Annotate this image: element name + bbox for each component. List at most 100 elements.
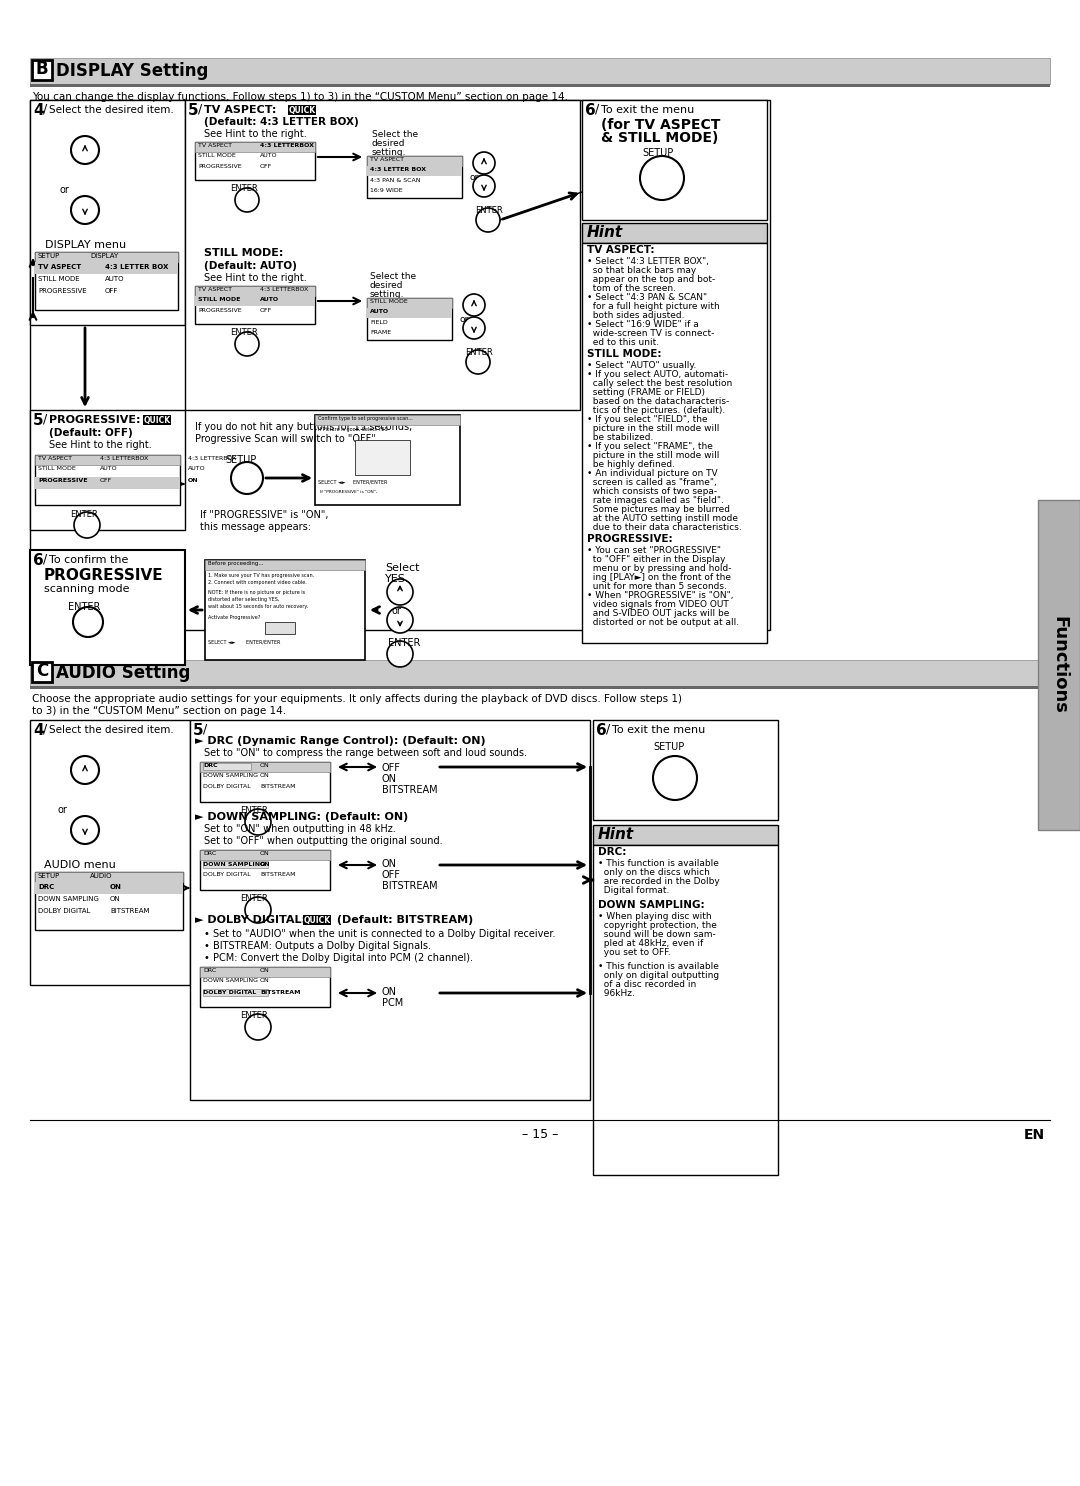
Text: /: / — [203, 724, 207, 736]
Text: DOLBY DIGITAL: DOLBY DIGITAL — [203, 990, 256, 996]
Bar — [367, 156, 462, 198]
Bar — [582, 223, 767, 244]
Text: QUICK: QUICK — [144, 416, 171, 425]
Text: • This function is available: • This function is available — [598, 961, 719, 970]
Text: AUTO: AUTO — [100, 467, 118, 471]
Circle shape — [71, 196, 99, 224]
Text: TV ASPECT:: TV ASPECT: — [588, 245, 654, 256]
Text: STILL MODE: STILL MODE — [198, 297, 241, 302]
Bar — [303, 915, 330, 924]
Bar — [35, 872, 183, 883]
Text: PROGRESSIVE: PROGRESSIVE — [38, 478, 87, 483]
Bar — [35, 262, 178, 273]
Text: wait about 15 seconds for auto recovery.: wait about 15 seconds for auto recovery. — [208, 603, 308, 609]
Text: SELECT ◄►       ENTER/ENTER: SELECT ◄► ENTER/ENTER — [208, 640, 281, 645]
Text: 4:3 LETTER BOX: 4:3 LETTER BOX — [105, 265, 168, 270]
Text: for a full height picture with: for a full height picture with — [588, 302, 719, 311]
Text: /: / — [595, 103, 599, 116]
Text: FRAME: FRAME — [370, 330, 391, 334]
Text: 6: 6 — [596, 724, 607, 739]
Circle shape — [463, 317, 485, 339]
Text: STILL MODE: STILL MODE — [198, 153, 235, 158]
Bar — [30, 100, 185, 325]
Text: (Default: BITSTREAM): (Default: BITSTREAM) — [333, 915, 473, 924]
Text: – 15 –: – 15 – — [522, 1128, 558, 1141]
Text: Functions: Functions — [1050, 617, 1068, 713]
Circle shape — [71, 816, 99, 844]
Text: BITSTREAM: BITSTREAM — [110, 908, 149, 914]
Bar — [315, 415, 460, 505]
Text: ed to this unit.: ed to this unit. — [588, 337, 659, 348]
Text: ENTER: ENTER — [68, 602, 100, 612]
Text: tics of the pictures. (default).: tics of the pictures. (default). — [588, 406, 726, 415]
Text: rate images called as "field".: rate images called as "field". — [588, 496, 724, 505]
Text: Digital format.: Digital format. — [598, 886, 670, 895]
Bar — [195, 143, 315, 152]
Text: STILL MODE: STILL MODE — [38, 467, 76, 471]
Text: of a disc recorded in: of a disc recorded in — [598, 979, 697, 990]
Bar — [582, 244, 767, 643]
Text: AUDIO: AUDIO — [90, 872, 112, 880]
Text: • Set to "AUDIO" when the unit is connected to a Dolby Digital receiver.: • Set to "AUDIO" when the unit is connec… — [204, 929, 555, 939]
Text: Before proceeding...: Before proceeding... — [208, 562, 264, 566]
Text: ON: ON — [260, 762, 270, 768]
Text: • BITSTREAM: Outputs a Dolby Digital Signals.: • BITSTREAM: Outputs a Dolby Digital Sig… — [204, 941, 431, 951]
Bar — [367, 156, 462, 166]
Text: & STILL MODE): & STILL MODE) — [600, 131, 718, 146]
Circle shape — [387, 580, 413, 605]
Bar — [32, 59, 52, 80]
Text: setting.: setting. — [370, 290, 405, 299]
Circle shape — [231, 462, 264, 493]
Bar — [593, 825, 778, 846]
Text: or: or — [60, 184, 70, 195]
Bar — [35, 253, 178, 311]
Bar — [30, 58, 1050, 85]
Bar — [315, 415, 460, 425]
Circle shape — [465, 351, 490, 374]
Text: only on digital outputting: only on digital outputting — [598, 970, 719, 979]
Text: OFF: OFF — [260, 308, 272, 314]
Text: SETUP: SETUP — [38, 872, 60, 880]
Text: or: or — [460, 315, 469, 324]
Text: Select the desired item.: Select the desired item. — [49, 106, 174, 114]
Circle shape — [235, 331, 259, 357]
Text: You can change the display functions. Follow steps 1) to 3) in the “CUSTOM Menu”: You can change the display functions. Fo… — [32, 92, 568, 103]
Text: ON: ON — [260, 773, 270, 779]
Text: OFF: OFF — [382, 869, 401, 880]
Bar — [30, 660, 1050, 687]
Text: • Select "4:3 LETTER BOX",: • Select "4:3 LETTER BOX", — [588, 257, 708, 266]
Text: 4:3 LETTERBOX: 4:3 LETTERBOX — [188, 456, 237, 461]
Text: TV ASPECT: TV ASPECT — [198, 287, 232, 293]
Text: tom of the screen.: tom of the screen. — [588, 284, 676, 293]
Text: Confirm type to set progressive scan...: Confirm type to set progressive scan... — [318, 416, 413, 421]
Text: Hint: Hint — [588, 224, 623, 241]
Text: (for TV ASPECT: (for TV ASPECT — [600, 117, 720, 132]
Text: 5: 5 — [193, 724, 204, 739]
Text: B: B — [36, 59, 49, 77]
Bar — [593, 846, 778, 1175]
Text: wide-screen TV is connect-: wide-screen TV is connect- — [588, 328, 714, 337]
Bar — [367, 299, 453, 340]
Text: which consists of two sepa-: which consists of two sepa- — [588, 487, 717, 496]
Text: copyright protection, the: copyright protection, the — [598, 921, 717, 930]
Text: be highly defined.: be highly defined. — [588, 461, 675, 470]
Bar — [200, 762, 330, 802]
Text: or: or — [392, 606, 402, 617]
Text: DISPLAY Setting: DISPLAY Setting — [56, 62, 208, 80]
Text: ON: ON — [110, 884, 122, 890]
Text: TV ASPECT: TV ASPECT — [38, 456, 72, 461]
Text: distorted after selecting YES,: distorted after selecting YES, — [208, 597, 280, 602]
Text: 4: 4 — [33, 724, 43, 739]
Text: Select: Select — [384, 563, 419, 574]
Text: 4:3 LETTER BOX: 4:3 LETTER BOX — [370, 166, 427, 172]
Text: Progressive Scan will switch to "OFF".: Progressive Scan will switch to "OFF". — [195, 434, 379, 444]
Text: /: / — [43, 413, 48, 426]
Text: Select the: Select the — [370, 272, 416, 281]
Text: or: or — [58, 805, 68, 814]
Text: To exit the menu: To exit the menu — [600, 106, 694, 114]
Text: ON: ON — [260, 978, 270, 984]
Circle shape — [640, 156, 684, 201]
Text: PROGRESSIVE: PROGRESSIVE — [198, 308, 242, 314]
Text: 4:3 LETTERBOX: 4:3 LETTERBOX — [260, 143, 314, 149]
Text: PCM: PCM — [382, 999, 403, 1008]
